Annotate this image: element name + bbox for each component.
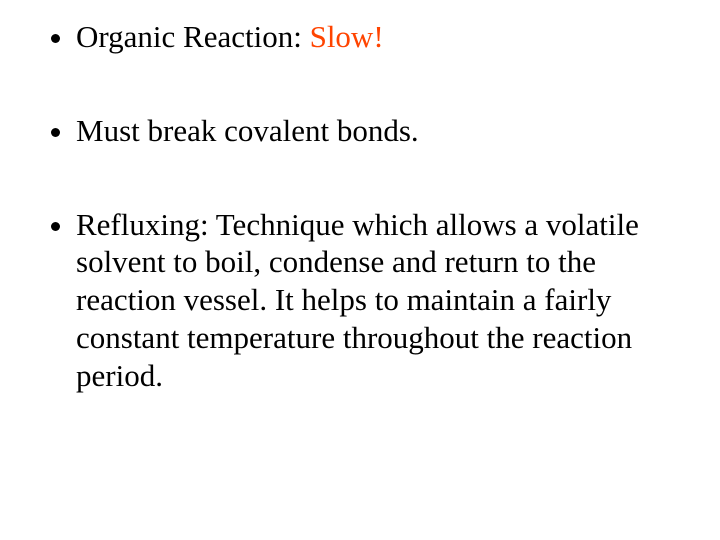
bullet-text: Organic Reaction: [76, 19, 310, 54]
list-item: Organic Reaction: Slow! [76, 18, 672, 56]
list-item: Refluxing: Technique which allows a vola… [76, 206, 672, 395]
bullet-text: Refluxing: Technique which allows a vola… [76, 207, 639, 393]
bullet-text: Must break covalent bonds. [76, 113, 419, 148]
list-item: Must break covalent bonds. [76, 112, 672, 150]
bullet-list: Organic Reaction: Slow! Must break coval… [48, 18, 672, 395]
bullet-emphasis: Slow! [310, 19, 384, 54]
slide-body: Organic Reaction: Slow! Must break coval… [0, 0, 720, 540]
